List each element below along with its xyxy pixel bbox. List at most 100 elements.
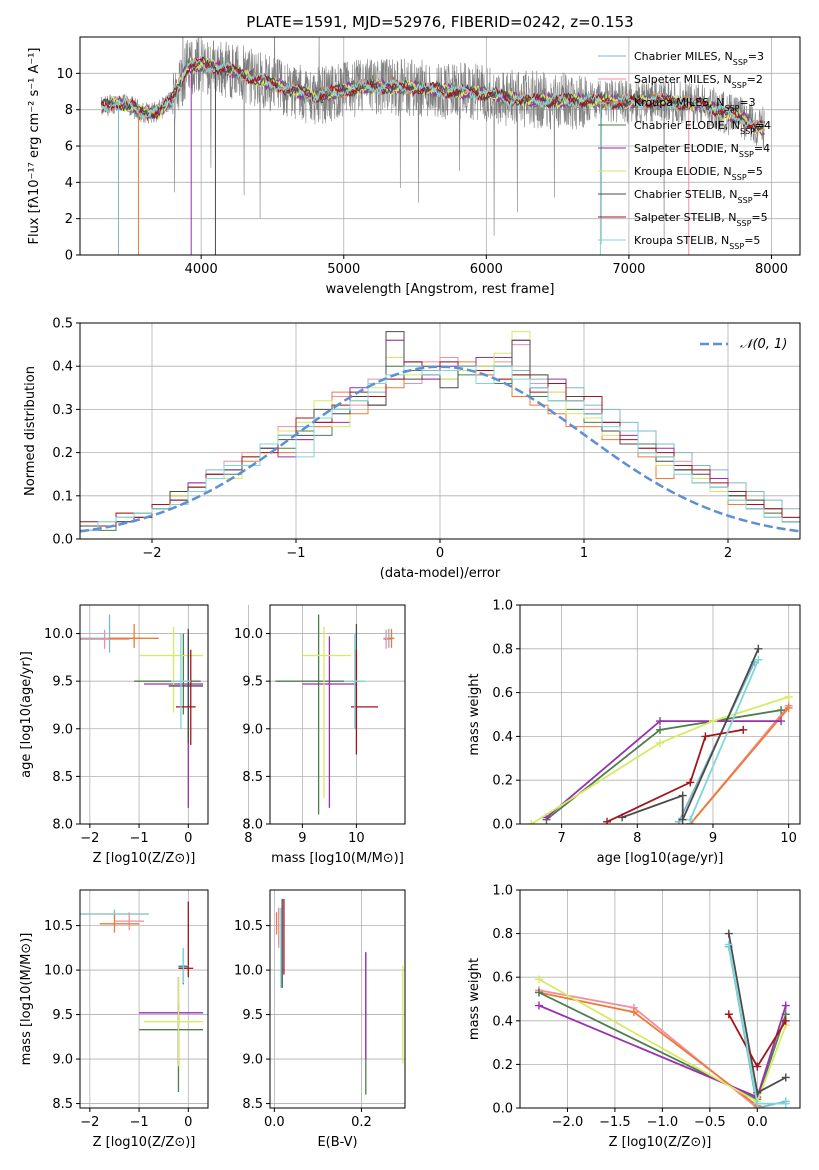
point-marker-salpeter_stelib	[701, 732, 710, 741]
y-tick-label: 9.0	[242, 722, 263, 737]
mass_weight_vs_age-axes: 7 8 9 10 0.0 0.2 0.4 0.6 0.8 1.0 age [log10(age/yr…	[467, 599, 801, 866]
point-marker-kroupa_stelib	[753, 1099, 762, 1108]
point-marker-chabrier_stelib	[678, 815, 687, 824]
point-marker-kroupa_miles	[784, 703, 793, 712]
x-tick-label: 0	[436, 546, 444, 561]
point-marker-kroupa_stelib	[754, 655, 763, 664]
point-marker-salpeter_stelib	[724, 1010, 733, 1019]
point-marker-kroupa_elodie	[534, 975, 543, 984]
legend-label-salpeter_elodie: Salpeter ELODIE, NSSP=4	[634, 142, 770, 159]
y-tick-label: 8.5	[242, 770, 263, 785]
x-tick-label: 6000	[470, 262, 503, 277]
residuals-plot-area	[80, 331, 800, 539]
point-marker-kroupa_stelib	[724, 940, 733, 949]
y-tick-label: 0.2	[52, 446, 73, 461]
x-tick-label: −1	[129, 831, 148, 846]
panel-residuals: −2 −1 0 1 2 0.0 0.1 0.2 0.3 0.4 0.5 (data-model)/er…	[23, 317, 801, 581]
point-marker-salpeter_stelib	[781, 1016, 790, 1025]
axes-frame	[519, 889, 801, 1109]
y-tick-label: 8.0	[52, 818, 73, 833]
mass_weight_vs_Z-grid	[520, 889, 800, 1109]
legend-label-kroupa_elodie: Kroupa ELODIE, NSSP=5	[634, 165, 763, 182]
legend-label-kroupa_stelib: Kroupa STELIB, NSSP=5	[634, 234, 760, 251]
point-marker-chabrier_elodie	[777, 706, 786, 715]
mass_vs_Z-grid	[80, 890, 208, 1108]
point-marker-salpeter_elodie	[781, 1001, 790, 1010]
panel-age_vs_Z: −2 −1 0 8.0 8.5 9.0 9.5 10.0 Z [log10(Z/Z⊙)] age …	[19, 604, 209, 866]
y-tick-label: 10.5	[44, 919, 73, 934]
x-tick-label: −1	[129, 1115, 148, 1130]
mass_vs_ebv-grid	[270, 890, 405, 1108]
mass_weight_vs_Z-axes: −2.0 −1.5 −1.0 −0.5 0.0 0.0 0.2 0.4 0.6 0.8 1.0 Z […	[467, 884, 801, 1150]
x-tick-label: 10	[780, 831, 797, 846]
legend-label-chabrier_elodie: Chabrier ELODIE, NSSP=4	[634, 119, 771, 136]
y-tick-label: 0.8	[492, 927, 513, 942]
x-tick-label: 1	[580, 546, 588, 561]
y-tick-label: 10.5	[234, 919, 263, 934]
y-tick-label: 0.8	[492, 642, 513, 657]
x-tick-label: 9	[709, 831, 717, 846]
series-line-kroupa_elodie	[530, 696, 789, 824]
x-tick-label: 9	[298, 831, 306, 846]
y-tick-label: 0.0	[492, 1102, 513, 1117]
histogram-chabrier_miles	[80, 357, 800, 539]
legend-label-chabrier_stelib: Chabrier STELIB, NSSP=4	[634, 188, 769, 205]
point-marker-chabrier_stelib	[781, 1073, 790, 1082]
residuals-axes: −2 −1 0 1 2 0.0 0.1 0.2 0.3 0.4 0.5 (data-model)/er…	[23, 317, 801, 581]
axes-frame	[269, 889, 406, 1109]
age_vs_Z-plot-area	[80, 614, 204, 808]
axes-frame	[519, 604, 801, 825]
x-axis-label: mass [log10(M/M⊙)]	[271, 851, 404, 866]
y-tick-label: 8.0	[242, 818, 263, 833]
point-marker-kroupa_elodie	[656, 738, 664, 747]
residuals-legend: 𝒩(0, 1)	[700, 337, 787, 352]
gaussian-curve	[80, 365, 800, 533]
point-marker-kroupa_elodie	[784, 692, 793, 701]
y-axis-label: mass [log10(M/M⊙)]	[19, 933, 34, 1066]
histogram-salpeter_stelib	[80, 361, 800, 539]
y-tick-label: 10.0	[234, 627, 263, 642]
x-tick-label: 0.0	[264, 1115, 285, 1130]
axes-frame	[269, 604, 406, 825]
y-tick-label: 4	[65, 176, 73, 191]
x-tick-label: −1.0	[647, 1115, 679, 1130]
point-marker-kroupa_stelib	[686, 815, 695, 824]
x-axis-label: age [log10(age/yr)]	[597, 851, 724, 866]
y-tick-label: 9.0	[52, 722, 73, 737]
x-tick-label: 0.0	[747, 1115, 768, 1130]
spectrum-legend: Chabrier MILES, NSSP=3 Salpeter MILES, NS…	[598, 50, 771, 251]
x-axis-label: Z [log10(Z/Z⊙)]	[609, 1135, 712, 1150]
x-tick-label: −1.5	[599, 1115, 631, 1130]
x-tick-label: 8000	[755, 262, 788, 277]
model-line-kroupa_stelib	[101, 59, 765, 127]
age_vs_mass-grid	[247, 605, 405, 825]
panel-spectrum: 4000 5000 6000 7000 8000 0 2 4 6 8 10 wavelength [A…	[27, 13, 801, 297]
point-marker-kroupa_elodie	[708, 717, 717, 726]
y-tick-label: 9.0	[52, 1053, 73, 1068]
x-axis-label: (data-model)/error	[380, 566, 501, 581]
point-marker-chabrier_stelib	[754, 644, 763, 653]
legend-label-kroupa_miles: Kroupa MILES, NSSP=3	[634, 96, 756, 113]
y-tick-label: 1.0	[492, 599, 513, 614]
x-tick-label: 0	[184, 1115, 192, 1130]
y-tick-label: 8.5	[52, 770, 73, 785]
age_vs_mass-axes: 8 9 10 8.0 8.5 9.0 9.5 10.0 mass [log10(M/M⊙)]	[234, 604, 406, 866]
y-tick-label: 6	[65, 140, 73, 155]
histogram-kroupa_stelib	[80, 365, 800, 539]
series-line-kroupa_stelib	[689, 659, 760, 820]
y-tick-label: 0.4	[492, 730, 513, 745]
point-marker-salpeter_stelib	[686, 778, 695, 787]
point-marker-kroupa_miles	[629, 1008, 638, 1017]
y-tick-label: 0.1	[52, 489, 73, 504]
y-tick-label: 2	[65, 212, 73, 227]
x-tick-label: −2	[80, 1115, 99, 1130]
y-tick-label: 10	[56, 67, 73, 82]
y-tick-label: 8	[65, 103, 73, 118]
point-marker-salpeter_stelib	[753, 1062, 762, 1071]
mass_vs_ebv-axes: 0.0 0.2 8.5 9.0 9.5 10.0 10.5 E(B-V)	[234, 889, 406, 1150]
y-tick-label: 0.4	[52, 360, 73, 375]
mass_weight_vs_Z-plot-area	[534, 929, 790, 1108]
y-tick-label: 10.0	[234, 964, 263, 979]
x-tick-label: 0.2	[351, 1115, 372, 1130]
point-marker-chabrier_elodie	[656, 725, 664, 734]
